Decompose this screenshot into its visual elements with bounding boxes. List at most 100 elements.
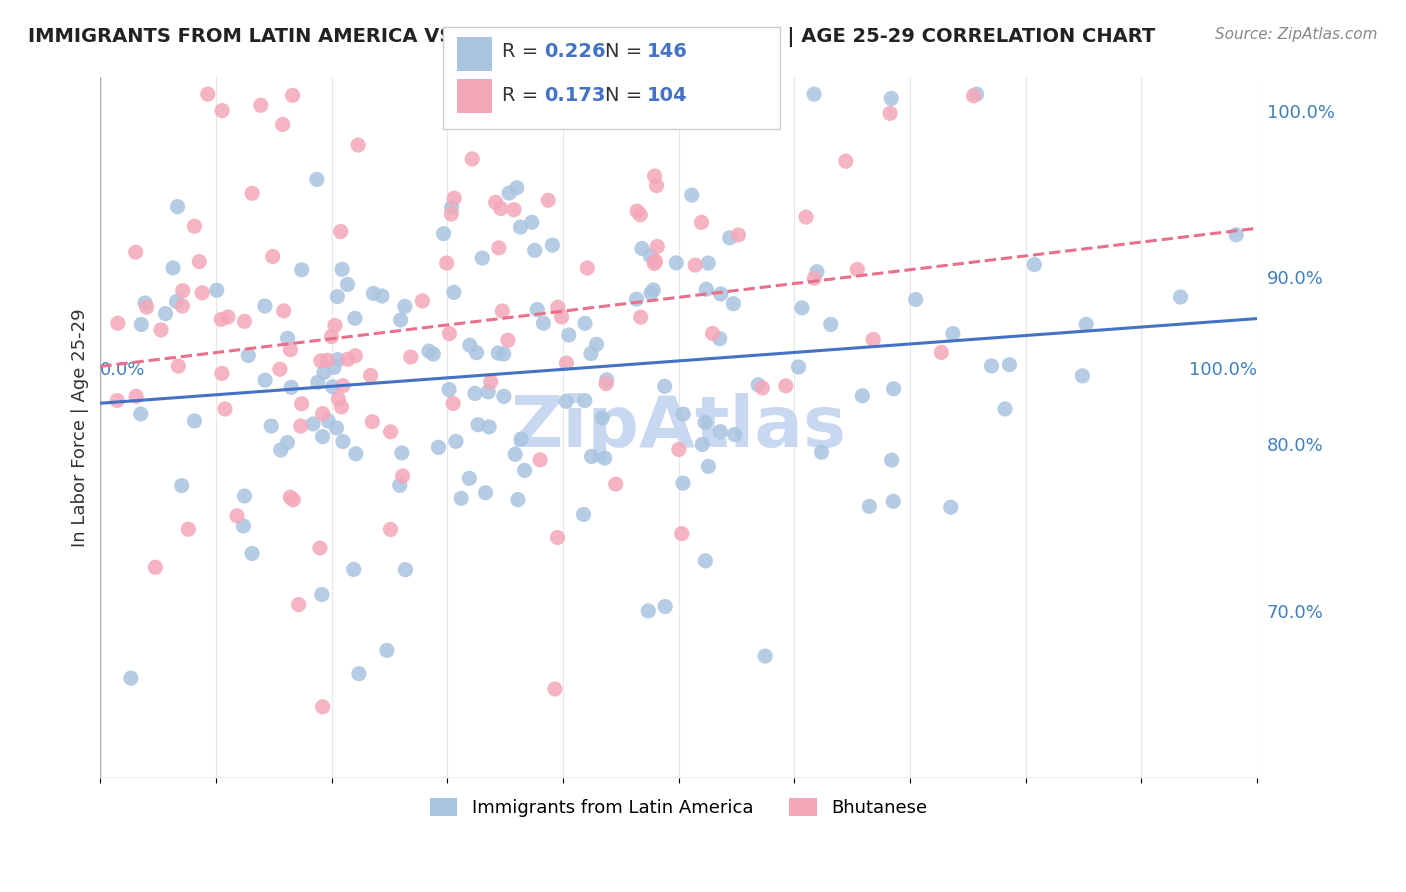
Text: N =: N = [605,42,648,62]
Point [211,103,233,118]
Point [593,451,616,466]
Point [129,318,152,332]
Point [631,242,654,256]
Point [172,284,194,298]
Point [329,225,352,239]
Point [361,415,384,429]
Point [523,244,546,258]
Point [690,437,713,451]
Point [596,373,619,387]
Point [1225,227,1247,242]
Point [458,338,481,352]
Point [492,389,515,403]
Point [488,241,510,255]
Point [640,286,662,301]
Point [526,302,548,317]
Point [544,681,567,696]
Point [411,293,433,308]
Point [787,359,810,374]
Point [579,346,602,360]
Point [162,260,184,275]
Point [879,106,901,120]
Point [283,492,305,507]
Point [172,299,194,313]
Point [347,138,370,153]
Point [287,598,309,612]
Point [344,349,367,363]
Point [1071,368,1094,383]
Point [723,296,745,310]
Point [332,378,354,392]
Point [209,312,232,326]
Point [486,346,509,360]
Point [585,337,607,351]
Point [262,250,284,264]
Point [328,392,350,406]
Point [574,317,596,331]
Point [605,477,627,491]
Point [249,98,271,112]
Point [375,643,398,657]
Point [547,531,569,545]
Point [290,419,312,434]
Point [513,463,536,477]
Point [751,381,773,395]
Point [232,519,254,533]
Point [880,91,903,105]
Point [492,347,515,361]
Point [326,352,349,367]
Point [332,434,354,449]
Point [491,304,513,318]
Point [690,215,713,229]
Point [862,333,884,347]
Point [531,316,554,330]
Point [709,332,731,346]
Text: ZipAtlas: ZipAtlas [510,393,846,462]
Point [309,541,332,555]
Point [326,290,349,304]
Point [693,415,716,429]
Point [695,282,717,296]
Point [574,393,596,408]
Point [479,375,502,389]
Point [803,87,825,102]
Point [643,256,665,270]
Point [858,500,880,514]
Point [371,289,394,303]
Point [503,447,526,461]
Point [835,154,858,169]
Point [498,186,520,200]
Point [510,432,533,446]
Point [437,383,460,397]
Point [394,299,416,313]
Point [281,88,304,103]
Point [467,417,489,432]
Text: Source: ZipAtlas.com: Source: ZipAtlas.com [1215,27,1378,42]
Point [260,419,283,434]
Point [312,407,335,421]
Point [723,427,745,442]
Point [645,178,668,193]
Point [347,666,370,681]
Point [183,414,205,428]
Point [443,191,465,205]
Point [1076,318,1098,332]
Point [270,442,292,457]
Point [506,180,529,194]
Point [672,407,695,421]
Point [645,239,668,253]
Point [576,260,599,275]
Point [233,489,256,503]
Point [311,588,333,602]
Point [747,377,769,392]
Point [668,442,690,457]
Point [427,440,450,454]
Point [330,400,353,414]
Point [998,358,1021,372]
Point [240,546,263,560]
Point [125,245,148,260]
Point [277,331,299,345]
Text: R =: R = [502,86,544,105]
Point [253,299,276,313]
Point [541,238,564,252]
